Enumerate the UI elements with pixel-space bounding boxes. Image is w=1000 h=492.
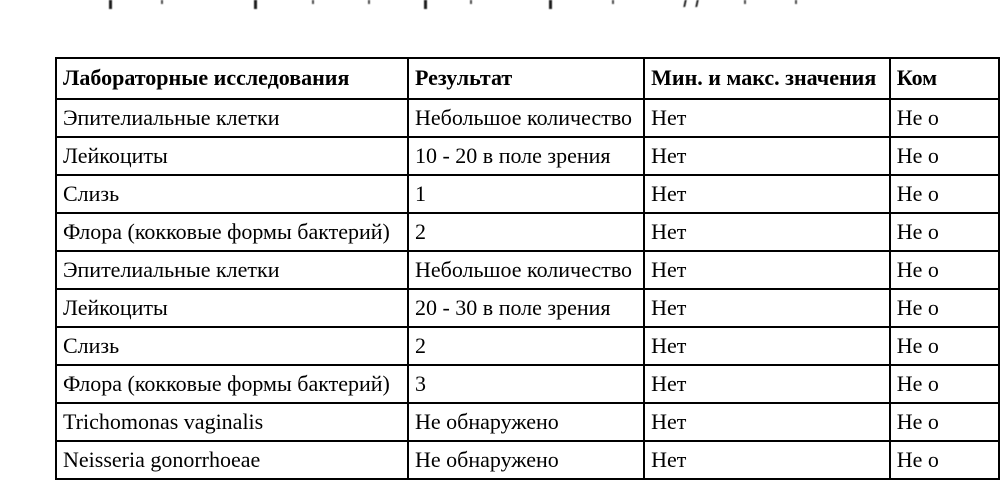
lab-test-name-cell: Эпителиальные клетки <box>55 98 409 138</box>
column-header-test: Лабораторные исследования <box>55 57 409 100</box>
lab-results-table: Лабораторные исследования Результат Мин.… <box>55 57 1000 480</box>
comment-cell: Не о <box>888 402 1000 442</box>
lab-test-name-cell: Слизь <box>55 174 409 214</box>
comment-cell: Не о <box>888 250 1000 290</box>
column-header-minmax: Мин. и макс. значения <box>643 57 891 100</box>
result-cell: 1 <box>406 174 646 214</box>
lab-test-name-cell: Флора (кокковые формы бактерий) <box>55 212 409 252</box>
table-row: Флора (кокковые формы бактерий) 2 Нет Не… <box>55 212 1000 252</box>
result-cell: Небольшое количество <box>406 98 646 138</box>
min-max-cell: Нет <box>643 402 891 442</box>
comment-cell: Не о <box>888 440 1000 480</box>
min-max-cell: Нет <box>643 250 891 290</box>
table-row: Флора (кокковые формы бактерий) 3 Нет Не… <box>55 364 1000 404</box>
result-cell: 3 <box>406 364 646 404</box>
comment-cell: Не о <box>888 98 1000 138</box>
lab-test-name-cell: Флора (кокковые формы бактерий) <box>55 364 409 404</box>
min-max-cell: Нет <box>643 364 891 404</box>
result-cell: 20 - 30 в поле зрения <box>406 288 646 328</box>
lab-test-name-cell: Лейкоциты <box>55 288 409 328</box>
table-row: Trichomonas vaginalis Не обнаружено Нет … <box>55 402 1000 442</box>
min-max-cell: Нет <box>643 174 891 214</box>
table-row: Лейкоциты 10 - 20 в поле зрения Нет Не о <box>55 136 1000 176</box>
table-row: Слизь 2 Нет Не о <box>55 326 1000 366</box>
cropped-text-remnant <box>0 0 1000 12</box>
comment-cell: Не о <box>888 288 1000 328</box>
lab-test-name-cell: Слизь <box>55 326 409 366</box>
result-cell: 2 <box>406 212 646 252</box>
result-cell: Небольшое количество <box>406 250 646 290</box>
table-row: Эпителиальные клетки Небольшое количеств… <box>55 250 1000 290</box>
table-row: Слизь 1 Нет Не о <box>55 174 1000 214</box>
comment-cell: Не о <box>888 136 1000 176</box>
table-row: Neisseria gonorrhoeae Не обнаружено Нет … <box>55 440 1000 480</box>
table-header-row: Лабораторные исследования Результат Мин.… <box>55 57 1000 100</box>
min-max-cell: Нет <box>643 212 891 252</box>
min-max-cell: Нет <box>643 136 891 176</box>
result-cell: 2 <box>406 326 646 366</box>
min-max-cell: Нет <box>643 98 891 138</box>
column-header-comment: Ком <box>888 57 1000 100</box>
lab-test-name-cell: Эпителиальные клетки <box>55 250 409 290</box>
comment-cell: Не о <box>888 364 1000 404</box>
comment-cell: Не о <box>888 326 1000 366</box>
result-cell: 10 - 20 в поле зрения <box>406 136 646 176</box>
lab-test-name-cell: Лейкоциты <box>55 136 409 176</box>
table-row: Лейкоциты 20 - 30 в поле зрения Нет Не о <box>55 288 1000 328</box>
min-max-cell: Нет <box>643 440 891 480</box>
min-max-cell: Нет <box>643 288 891 328</box>
lab-test-name-cell: Trichomonas vaginalis <box>55 402 409 442</box>
lab-test-name-cell: Neisseria gonorrhoeae <box>55 440 409 480</box>
comment-cell: Не о <box>888 212 1000 252</box>
min-max-cell: Нет <box>643 326 891 366</box>
column-header-result: Результат <box>406 57 646 100</box>
table-row: Эпителиальные клетки Небольшое количеств… <box>55 98 1000 138</box>
result-cell: Не обнаружено <box>406 440 646 480</box>
comment-cell: Не о <box>888 174 1000 214</box>
result-cell: Не обнаружено <box>406 402 646 442</box>
